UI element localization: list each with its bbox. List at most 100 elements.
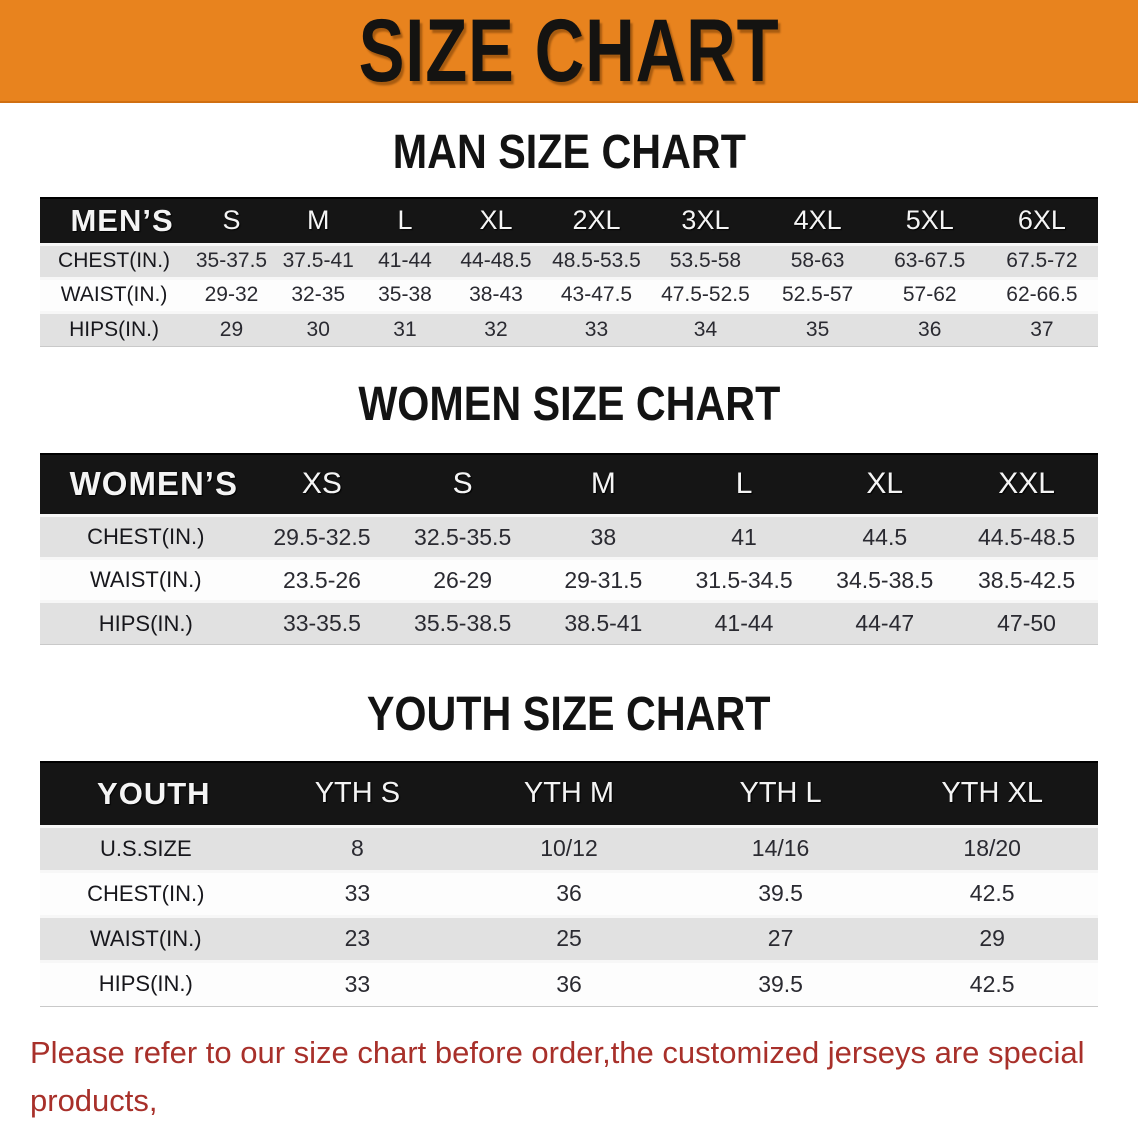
measure-value: 41 [731,523,757,550]
measure-value: 57-62 [902,283,957,306]
women-header-row: WOMEN’S XS S M L XL XXL [40,452,1098,517]
men-size-header: 4XL [761,197,874,245]
measure-value: 34.5-38.5 [836,566,934,593]
women-size-header: M [533,452,674,517]
men-size-header: XL [448,197,544,245]
men-size-header: 3XL [649,197,762,245]
measure-value: 42.5 [969,880,1015,906]
youth-size-header: YTH L [674,761,887,827]
disclaimer: Please refer to our size chart before or… [30,1029,1120,1132]
women-section-heading: WOMEN SIZE CHART [358,377,780,431]
measure-value: 38 [590,523,617,550]
measure-value: 33-35.5 [282,610,361,636]
youth-section-heading: YOUTH SIZE CHART [367,688,771,741]
measure-value: 33 [584,317,609,341]
measure-value: 44.5 [862,523,908,550]
men-size-header: S [188,197,275,245]
measure-value: 44-48.5 [460,249,532,272]
measure-value: 23 [344,925,371,951]
measure-label: HIPS(IN.) [69,317,159,341]
measure-label: HIPS(IN.) [98,971,193,996]
measure-value: 47.5-52.5 [661,283,750,306]
measure-value: 8 [350,835,364,861]
measure-value: 10/12 [540,835,598,861]
women-corner-label: WOMEN’S [40,452,252,517]
measure-value: 33 [344,970,371,997]
men-section-heading: MAN SIZE CHART [392,126,746,179]
disclaimer-line-2: we don't accept cancel, change, teturn o… [30,1126,1120,1132]
women-size-table: WOMEN’S XS S M L XL XXL CHEST(IN.) 29.5-… [40,452,1098,646]
measure-value: 25 [556,925,582,951]
measure-value: 41-44 [714,610,774,636]
measure-value: 38.5-41 [564,610,643,636]
measure-value: 53.5-58 [669,249,742,272]
women-size-header: XS [251,452,393,517]
disclaimer-line-1: Please refer to our size chart before or… [30,1034,1085,1119]
men-chest-row: CHEST(IN.) 35-37.5 37.5-41 41-44 44-48.5… [40,244,1098,278]
measure-value: 27 [767,925,794,951]
measure-value: 37.5-41 [282,249,354,272]
youth-size-header: YTH S [251,761,464,827]
measure-value: 41-44 [378,249,432,272]
measure-value: 14/16 [751,835,810,861]
men-size-header: 6XL [985,197,1098,245]
youth-size-header: YTH XL [886,761,1098,827]
measure-value: 48.5-53.5 [552,249,641,272]
measure-value: 29-32 [204,283,259,306]
youth-chest-row: CHEST(IN.) 33 36 39.5 42.5 [40,871,1098,916]
men-size-header: M [274,197,362,245]
measure-value: 63-67.5 [894,249,966,272]
men-size-header: 2XL [543,197,650,245]
measure-label: CHEST(IN.) [58,249,171,272]
men-size-table: MEN’S S M L XL 2XL 3XL 4XL 5XL 6XL CHEST… [40,197,1098,347]
youth-corner-label: YOUTH [40,761,252,827]
men-corner-label: MEN’S [40,197,189,245]
youth-waist-row: WAIST(IN.) 23 25 27 29 [40,916,1098,961]
measure-value: 35-37.5 [195,249,268,272]
measure-value: 42.5 [969,970,1015,997]
measure-value: 23.5-26 [282,566,361,593]
men-size-header: L [361,197,449,245]
measure-label: U.S.SIZE [99,835,192,861]
measure-value: 36 [556,970,582,997]
measure-value: 33 [344,880,371,906]
measure-value: 35.5-38.5 [414,610,512,636]
youth-hips-row: HIPS(IN.) 33 36 39.5 42.5 [40,961,1098,1006]
measure-value: 38-43 [469,283,523,306]
page-title: SIZE CHART [358,0,780,101]
measure-value: 30 [306,317,330,341]
measure-value: 58-63 [790,249,845,272]
measure-label: CHEST(IN.) [87,524,205,549]
women-size-header: XL [814,452,956,517]
youth-size-table: YOUTH YTH S YTH M YTH L YTH XL U.S.SIZE … [40,761,1098,1007]
women-size-header: S [392,452,533,517]
measure-value: 26-29 [433,566,493,593]
measure-label: WAIST(IN.) [89,925,202,951]
measure-value: 32 [484,317,508,341]
men-header-row: MEN’S S M L XL 2XL 3XL 4XL 5XL 6XL [40,197,1098,245]
measure-value: 29 [219,317,244,341]
measure-value: 39.5 [758,970,803,997]
men-hips-row: HIPS(IN.) 29 30 31 32 33 34 35 36 37 [40,312,1098,346]
women-hips-row: HIPS(IN.) 33-35.5 35.5-38.5 38.5-41 41-4… [40,601,1098,645]
women-size-header: L [673,452,815,517]
measure-label: HIPS(IN.) [98,610,193,636]
measure-value: 18/20 [963,835,1021,861]
women-size-header: XXL [955,452,1098,517]
youth-header-row: YOUTH YTH S YTH M YTH L YTH XL [40,761,1098,827]
measure-value: 43-47.5 [560,283,633,306]
measure-value: 29 [979,925,1005,951]
measure-value: 36 [918,317,942,341]
measure-value: 38.5-42.5 [977,566,1076,593]
measure-value: 35 [805,317,830,341]
measure-value: 47-50 [997,610,1056,636]
measure-value: 32-35 [291,283,346,306]
measure-value: 32.5-35.5 [414,523,512,550]
measure-value: 36 [556,880,582,906]
youth-size-header: YTH M [463,761,675,827]
measure-value: 62-66.5 [1006,283,1078,306]
measure-label: WAIST(IN.) [60,283,168,306]
men-waist-row: WAIST(IN.) 29-32 32-35 35-38 38-43 43-47… [40,278,1098,312]
measure-label: WAIST(IN.) [89,567,202,592]
measure-value: 44.5-48.5 [977,523,1076,550]
